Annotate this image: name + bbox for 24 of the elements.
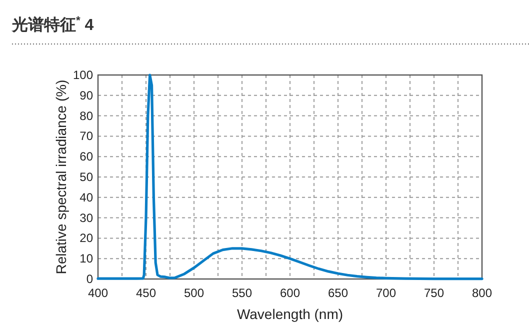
line-series (96, 74, 484, 280)
y-tick-label: 70 (80, 129, 94, 144)
x-tick-label: 650 (328, 286, 348, 300)
y-tick-label: 60 (80, 150, 94, 164)
x-tick-label: 750 (424, 286, 444, 300)
x-tick-label: 450 (136, 286, 156, 300)
x-tick-label: 700 (376, 286, 396, 300)
y-axis-title: Relative spectral irradiance (%) (53, 80, 69, 274)
y-tick-label: 40 (80, 190, 94, 204)
y-tick-label: 30 (80, 210, 94, 225)
x-tick-label: 500 (184, 286, 204, 300)
y-tick-label: 10 (80, 252, 94, 266)
x-tick-label: 800 (472, 286, 492, 300)
y-tick-label: 20 (80, 231, 94, 246)
x-tick-label: 550 (232, 286, 252, 300)
y-tick-label: 80 (80, 108, 94, 123)
y-tick-label: 100 (72, 68, 94, 82)
x-tick-label: 400 (88, 286, 108, 300)
chart-title: 光谱特征$^{*}$ 4 (11, 15, 94, 34)
y-tick-label: 0 (86, 272, 94, 286)
x-axis-title: Wavelength (nm) (236, 306, 344, 322)
y-tick-label: 50 (80, 170, 94, 184)
x-tick-label: 600 (280, 286, 300, 300)
y-tick-label: 90 (80, 88, 94, 102)
